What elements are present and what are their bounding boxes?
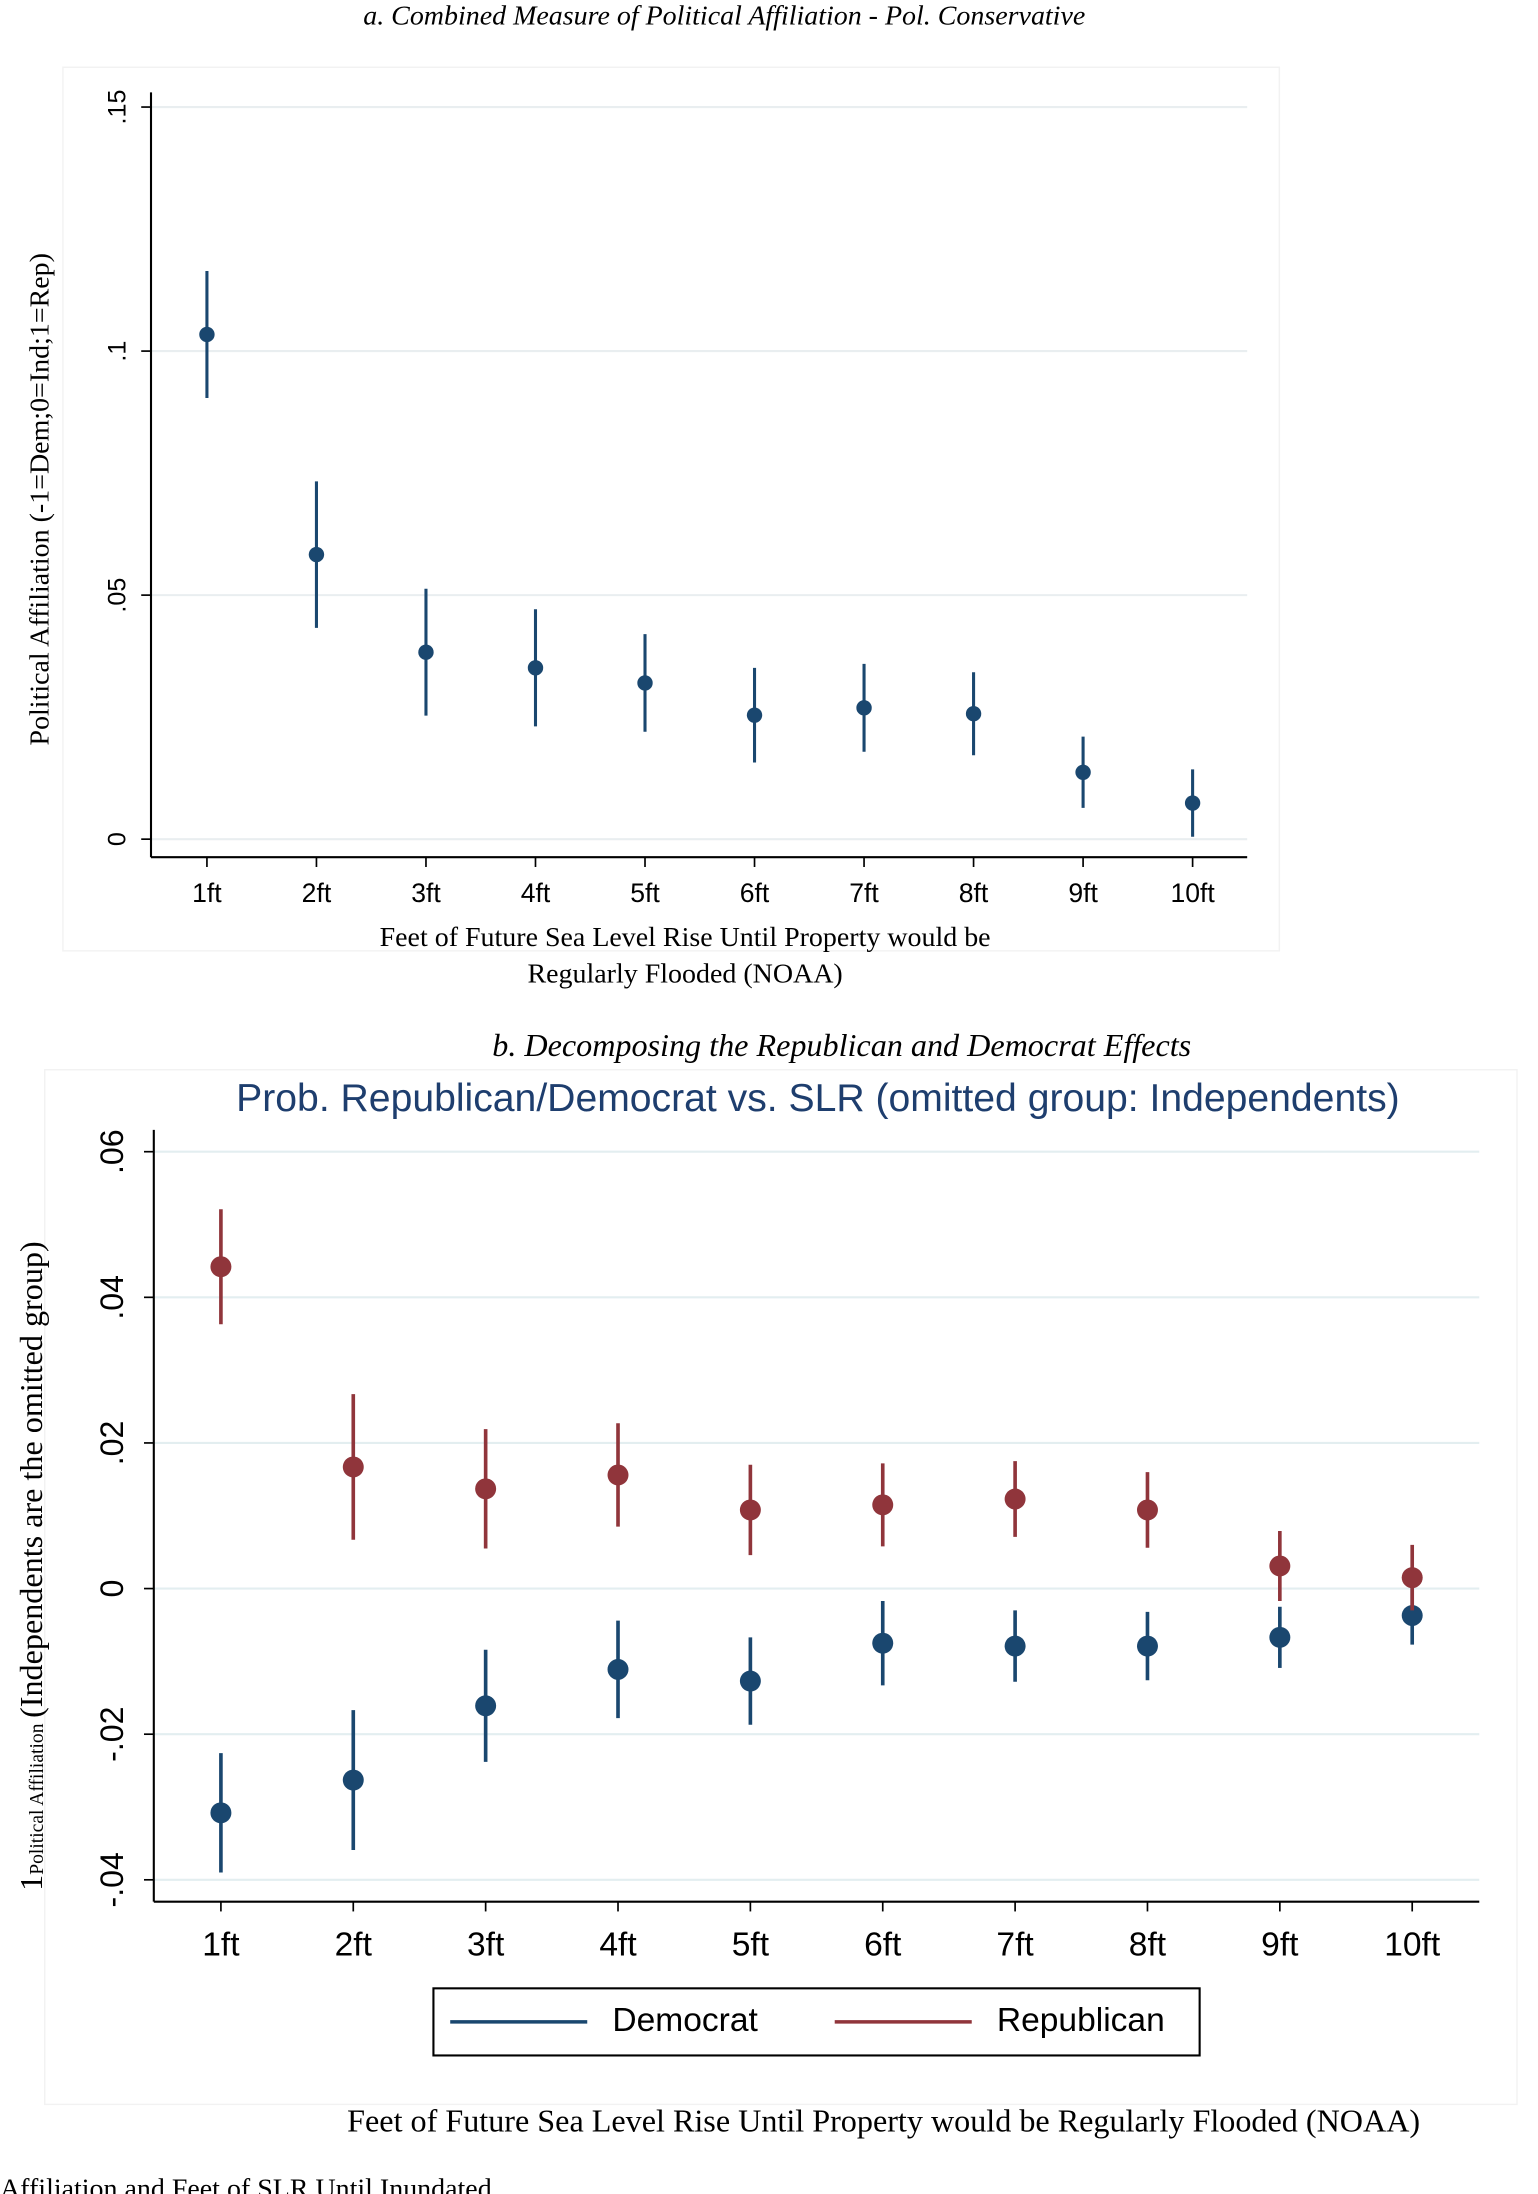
x-tick-label: 5ft — [630, 878, 660, 908]
x-tick-label: 2ft — [335, 1926, 373, 1963]
point — [342, 1769, 364, 1791]
point — [746, 707, 763, 723]
caption: Affiliation and Feet of SLR Until Inunda… — [0, 2173, 492, 2194]
point — [418, 644, 434, 660]
x-tick-label: 7ft — [849, 878, 879, 908]
x-tick-label: 10ft — [1384, 1926, 1441, 1963]
x-tick-label: 7ft — [996, 1926, 1034, 1963]
panel-b-title: b. Decomposing the Republican and Democr… — [492, 1027, 1191, 1063]
point — [1004, 1488, 1026, 1510]
y-tick-label: 0 — [103, 832, 131, 846]
y-axis-title-part: Political Affiliation — [28, 1723, 49, 1874]
point — [527, 660, 544, 676]
x-tick-label: 3ft — [467, 1926, 505, 1963]
x-tick-label: 6ft — [740, 878, 770, 908]
x-tick-label: 1ft — [192, 878, 222, 908]
point — [1075, 764, 1091, 780]
point — [739, 1499, 761, 1521]
y-axis-title: 1Political Affiliation (Independents are … — [13, 1241, 49, 1891]
x-tick-label: 10ft — [1170, 878, 1215, 908]
point — [1136, 1635, 1158, 1657]
point — [872, 1494, 894, 1516]
point — [872, 1632, 894, 1654]
point — [1184, 795, 1201, 811]
point — [739, 1670, 761, 1692]
y-tick-label: -.04 — [94, 1852, 130, 1907]
x-tick-label: 4ft — [521, 878, 551, 908]
x-axis-title: Regularly Flooded (NOAA) — [528, 958, 843, 989]
panel-a-title: a. Combined Measure of Political Affilia… — [363, 1, 1085, 32]
y-axis-title: Political Affiliation (-1=Dem;0=Ind;1=Re… — [24, 253, 55, 745]
x-axis-title: Feet of Future Sea Level Rise Until Prop… — [347, 2102, 1420, 2138]
x-tick-label: 2ft — [302, 878, 332, 908]
y-axis-title-part: 1 — [13, 1875, 49, 1891]
panel-a-background — [62, 66, 1281, 952]
point — [607, 1464, 629, 1486]
y-tick-label: 0 — [94, 1580, 130, 1598]
x-tick-label: 5ft — [732, 1926, 770, 1963]
x-tick-label: 6ft — [864, 1926, 902, 1963]
point — [1136, 1499, 1158, 1521]
x-tick-label: 8ft — [959, 878, 989, 908]
legend-label: Republican — [997, 2002, 1165, 2039]
y-axis-title-part: (Independents are the omitted group) — [13, 1241, 49, 1718]
point — [1401, 1605, 1423, 1626]
x-tick-label: 3ft — [411, 878, 441, 908]
y-tick-label: -.02 — [94, 1706, 130, 1761]
point — [637, 675, 653, 691]
y-tick-label: .04 — [94, 1275, 130, 1320]
y-tick-label: .06 — [94, 1129, 130, 1174]
point — [1269, 1626, 1291, 1648]
panel-b-background — [44, 1069, 1518, 2106]
point — [210, 1802, 232, 1824]
point — [1004, 1635, 1026, 1657]
x-axis-title: Feet of Future Sea Level Rise Until Prop… — [380, 922, 991, 953]
point — [1269, 1555, 1291, 1577]
x-tick-label: 8ft — [1129, 1926, 1167, 1963]
point — [475, 1695, 497, 1717]
legend-label: Democrat — [612, 2002, 758, 2039]
point — [210, 1256, 232, 1278]
x-tick-label: 9ft — [1261, 1926, 1299, 1963]
point — [1401, 1567, 1423, 1589]
x-tick-label: 1ft — [202, 1926, 240, 1963]
y-tick-label: .15 — [103, 90, 131, 125]
point — [856, 700, 872, 716]
y-tick-label: .02 — [94, 1421, 130, 1466]
x-tick-label: 9ft — [1068, 878, 1098, 908]
point — [308, 546, 325, 563]
point — [475, 1478, 497, 1500]
panel-b-subtitle: Prob. Republican/Democrat vs. SLR (omitt… — [236, 1077, 1399, 1120]
point — [607, 1658, 629, 1680]
point — [965, 706, 982, 722]
point — [342, 1456, 364, 1478]
point — [199, 326, 215, 343]
x-tick-label: 4ft — [599, 1926, 637, 1963]
y-tick-label: .1 — [103, 341, 131, 362]
y-tick-label: .05 — [103, 578, 131, 613]
